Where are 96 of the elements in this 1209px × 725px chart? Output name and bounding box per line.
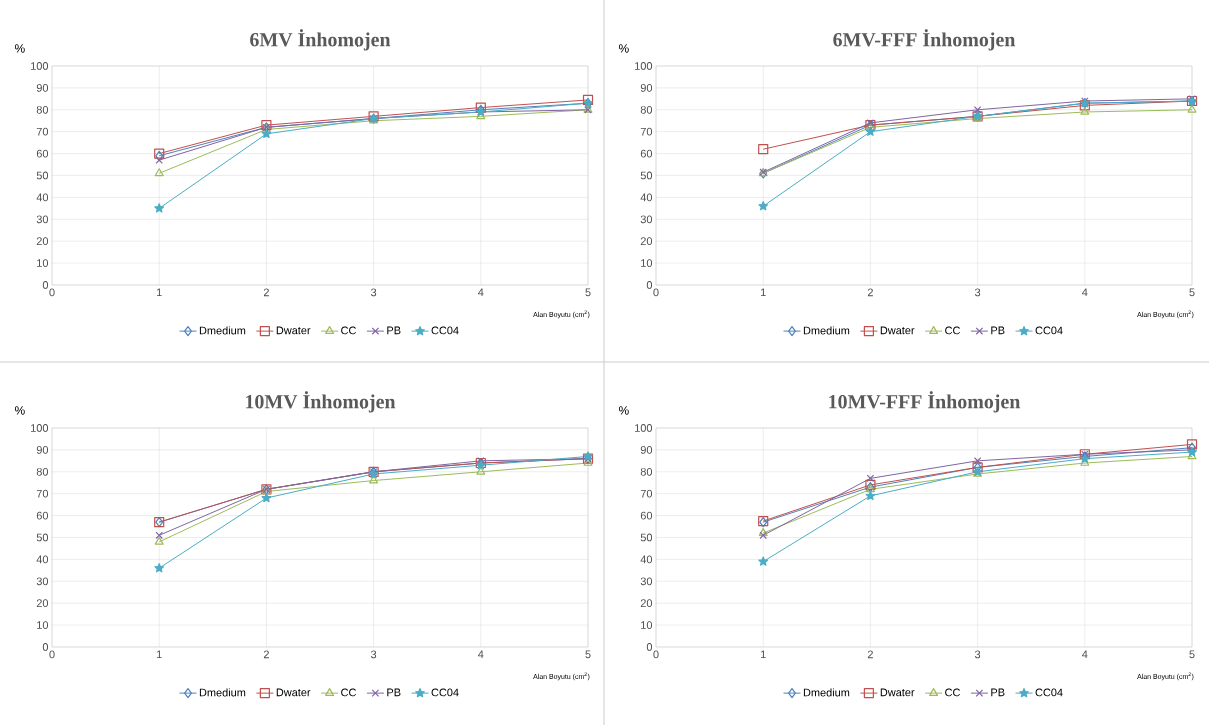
legend-label: Dwater — [880, 688, 915, 697]
x-tick-label: 2 — [263, 288, 269, 297]
y-tick-label: 100 — [31, 62, 49, 70]
legend-label: Dwater — [880, 326, 915, 335]
y-tick-label: 0 — [42, 281, 49, 289]
x-tick-label: 4 — [478, 288, 484, 297]
y-tick-label: 70 — [640, 127, 653, 136]
y-tick-label: 40 — [640, 193, 653, 202]
y-tick-label: 50 — [36, 171, 49, 180]
x-tick-label: 1 — [156, 650, 162, 659]
y-tick-label: 90 — [640, 84, 653, 92]
y-tick-label: 90 — [36, 84, 49, 92]
y-tick-label: 90 — [36, 446, 49, 454]
legend-label: CC04 — [431, 688, 459, 697]
y-tick-label: 70 — [36, 127, 49, 136]
y-tick-label: 30 — [640, 577, 653, 586]
x-tick-label: 3 — [370, 650, 377, 659]
x-tick-label: 1 — [156, 288, 162, 297]
legend-label: Dwater — [276, 326, 311, 335]
y-tick-label: 70 — [36, 489, 49, 498]
legend-label: Dmedium — [803, 326, 850, 335]
y-tick-label: 0 — [646, 281, 653, 289]
x-tick-label: 4 — [1082, 288, 1088, 297]
y-tick-label: 60 — [36, 149, 49, 158]
legend-label: CC — [945, 688, 960, 697]
legend-label: Dwater — [276, 688, 311, 697]
y-tick-label: 60 — [640, 149, 653, 158]
x-tick-label: 2 — [867, 288, 873, 297]
legend-label: CC — [341, 326, 356, 335]
legend-label: CC04 — [1035, 688, 1063, 697]
y-tick-label: 40 — [36, 555, 49, 564]
y-tick-label: 10 — [37, 259, 49, 267]
legend-label: CC — [945, 326, 960, 335]
x-tick-label: 0 — [653, 288, 659, 297]
y-tick-label: 50 — [640, 533, 653, 542]
x-tick-label: 0 — [653, 650, 659, 659]
legend-label: Dmedium — [199, 326, 246, 335]
x-tick-label: 5 — [585, 650, 591, 659]
y-axis-title: % — [618, 44, 629, 53]
legend-label: CC04 — [1035, 326, 1063, 335]
y-tick-label: 80 — [36, 105, 49, 114]
legend-label: PB — [387, 688, 401, 697]
y-tick-label: 30 — [640, 215, 653, 224]
x-tick-label: 5 — [1189, 650, 1195, 659]
legend-label: CC04 — [431, 326, 459, 335]
y-tick-label: 0 — [42, 643, 49, 651]
y-tick-label: 30 — [36, 577, 49, 586]
y-tick-label: 80 — [36, 467, 49, 476]
y-tick-label: 50 — [36, 533, 49, 542]
chart-title: 6MV-FFF İnhomojen — [833, 29, 1016, 51]
legend-label: PB — [991, 326, 1005, 335]
x-tick-label: 0 — [49, 650, 55, 659]
y-tick-label: 60 — [640, 511, 653, 520]
y-tick-label: 30 — [36, 215, 49, 224]
y-tick-label: 100 — [635, 62, 653, 70]
x-tick-label: 2 — [263, 650, 269, 659]
legend-label: Dmedium — [199, 688, 246, 697]
x-tick-label: 1 — [760, 288, 766, 297]
y-tick-label: 40 — [36, 193, 49, 202]
y-tick-label: 10 — [641, 259, 653, 267]
y-tick-label: 10 — [641, 621, 653, 629]
y-tick-label: 70 — [640, 489, 653, 498]
y-tick-label: 100 — [31, 424, 49, 432]
y-tick-label: 20 — [640, 599, 653, 608]
x-tick-label: 5 — [585, 288, 591, 297]
legend-label: CC — [341, 688, 356, 697]
y-tick-label: 50 — [640, 171, 653, 180]
y-axis-title: % — [14, 44, 25, 53]
x-tick-label: 4 — [1082, 650, 1088, 659]
x-tick-label: 0 — [49, 288, 55, 297]
y-tick-label: 10 — [37, 621, 49, 629]
x-tick-label: 5 — [1189, 288, 1195, 297]
legend-label: PB — [387, 326, 401, 335]
chart-title: 10MV İnhomojen — [246, 391, 396, 413]
legend-label: PB — [991, 688, 1005, 697]
y-tick-label: 90 — [640, 446, 653, 454]
y-tick-label: 60 — [36, 511, 49, 520]
x-tick-label: 3 — [974, 288, 981, 297]
y-tick-label: 100 — [635, 424, 653, 432]
y-tick-label: 20 — [36, 599, 49, 608]
y-axis-title: % — [14, 406, 25, 415]
x-tick-label: 3 — [370, 288, 377, 297]
y-tick-label: 20 — [640, 237, 653, 246]
x-tick-label: 3 — [974, 650, 981, 659]
x-tick-label: 2 — [867, 650, 873, 659]
chart-title: 10MV-FFF İnhomojen — [829, 391, 1021, 413]
x-tick-label: 1 — [760, 650, 766, 659]
y-tick-label: 80 — [640, 467, 653, 476]
y-tick-label: 0 — [646, 643, 653, 651]
y-tick-label: 80 — [640, 105, 653, 114]
y-tick-label: 40 — [640, 555, 653, 564]
x-tick-label: 4 — [478, 650, 484, 659]
y-tick-label: 20 — [36, 237, 49, 246]
legend-label: Dmedium — [803, 688, 850, 697]
chart-title: 6MV İnhomojen — [250, 29, 391, 51]
y-axis-title: % — [618, 406, 629, 415]
